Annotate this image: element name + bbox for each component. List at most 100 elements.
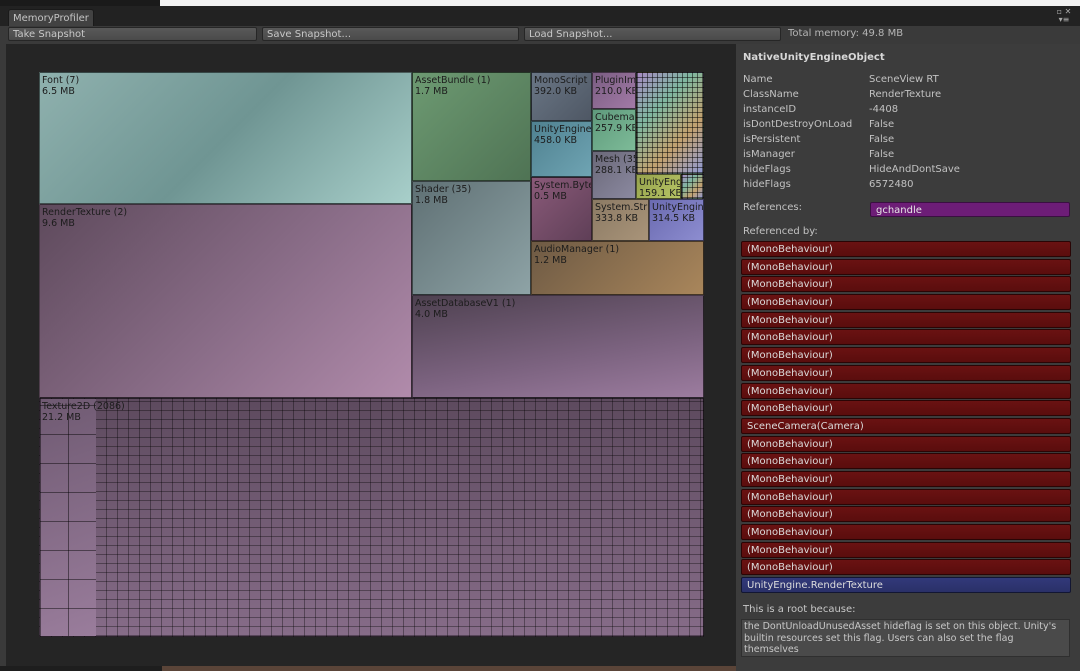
cell-size: 458.0 KB	[534, 135, 577, 146]
referenced-by-item[interactable]: (MonoBehaviour)	[741, 294, 1071, 311]
cell-name: AssetDatabaseV1 (1)	[415, 298, 516, 309]
treemap-cell-unityengine-b[interactable]: UnityEng 159.1 KB	[636, 174, 681, 199]
prop-key: isPersistent	[743, 134, 801, 145]
window-menu-icon[interactable]: ▫ ✕ ▾≡	[1056, 7, 1072, 24]
treemap-cell-mesh[interactable]: Mesh (35 288.1 KB	[592, 151, 636, 199]
take-snapshot-button[interactable]: Take Snapshot	[8, 27, 257, 41]
treemap-cell-unityengine-c[interactable]: UnityEngin 314.5 KB	[649, 199, 704, 241]
referenced-by-item[interactable]: (MonoBehaviour)	[741, 453, 1071, 470]
referenced-by-item[interactable]: (MonoBehaviour)	[741, 541, 1071, 558]
referenced-by-item[interactable]: SceneCamera(Camera)	[741, 417, 1071, 434]
prop-key: instanceID	[743, 104, 797, 115]
treemap-cell-font[interactable]: Font (7) 6.5 MB	[39, 72, 412, 204]
prop-key: isDontDestroyOnLoad	[743, 119, 853, 130]
prop-value: False	[869, 134, 895, 145]
prop-key: isManager	[743, 149, 795, 160]
referenced-by-item[interactable]: (MonoBehaviour)	[741, 364, 1071, 381]
treemap-cell-system-byte[interactable]: System.Byte 0.5 MB	[531, 177, 592, 241]
reference-gchandle-button[interactable]: gchandle	[870, 202, 1070, 217]
referenced-by-item-selected[interactable]: UnityEngine.RenderTexture	[741, 577, 1071, 594]
cell-size: 314.5 KB	[652, 213, 695, 224]
treemap-cell-pluginimporter[interactable]: PluginIm 210.0 KB	[592, 72, 636, 109]
cell-name: UnityEngin	[652, 202, 704, 213]
treemap-cell-unityengine-a[interactable]: UnityEngine 458.0 KB	[531, 121, 592, 177]
root-reason-label: This is a root because:	[743, 604, 856, 615]
prop-key: Name	[743, 74, 773, 85]
prop-value: SceneView RT	[869, 74, 939, 85]
cell-size: 1.2 MB	[534, 255, 567, 266]
prop-row: ClassName RenderTexture	[743, 87, 1073, 102]
referenced-by-item[interactable]: (MonoBehaviour)	[741, 347, 1071, 364]
root-reason-text: the DontUnloadUnusedAsset hideflag is se…	[741, 619, 1070, 657]
treemap-cell-monoscript[interactable]: MonoScript 392.0 KB	[531, 72, 592, 121]
cell-size: 392.0 KB	[534, 86, 577, 97]
tab-memory-profiler[interactable]: MemoryProfiler	[8, 9, 94, 27]
treemap-cell-system-string[interactable]: System.Str 333.8 KB	[592, 199, 649, 241]
treemap-cell-audiomanager[interactable]: AudioManager (1) 1.2 MB	[531, 241, 704, 295]
cell-name: AssetBundle (1)	[415, 75, 491, 86]
referenced-by-list: (MonoBehaviour) (MonoBehaviour) (MonoBeh…	[741, 241, 1071, 595]
referenced-by-item[interactable]: (MonoBehaviour)	[741, 506, 1071, 523]
prop-row: isDontDestroyOnLoad False	[743, 117, 1073, 132]
treemap-cell-rendertexture[interactable]: RenderTexture (2) 9.6 MB	[39, 204, 412, 398]
referenced-by-item[interactable]: (MonoBehaviour)	[741, 435, 1071, 452]
bottom-strip	[162, 666, 736, 671]
treemap-cell-shader[interactable]: Shader (35) 1.8 MB	[412, 181, 531, 295]
prop-value: RenderTexture	[869, 89, 942, 100]
referenced-by-item[interactable]: (MonoBehaviour)	[741, 559, 1071, 576]
prop-row: isPersistent False	[743, 132, 1073, 147]
cell-name: MonoScript	[534, 75, 588, 86]
toolbar: Take Snapshot Save Snapshot... Load Snap…	[0, 26, 1080, 44]
referenced-by-item[interactable]: (MonoBehaviour)	[741, 470, 1071, 487]
prop-key: hideFlags	[743, 179, 791, 190]
referenced-by-item[interactable]: (MonoBehaviour)	[741, 329, 1071, 346]
prop-key: hideFlags	[743, 164, 791, 175]
cell-size: 210.0 KB	[595, 86, 636, 97]
total-memory-label: Total memory: 49.8 MB	[788, 28, 904, 39]
prop-value: False	[869, 119, 895, 130]
cell-size: 21.2 MB	[42, 412, 81, 423]
cell-name: PluginIm	[595, 75, 636, 86]
referenced-by-item[interactable]: (MonoBehaviour)	[741, 258, 1071, 275]
prop-row: instanceID -4408	[743, 102, 1073, 117]
prop-row: hideFlags 6572480	[743, 177, 1073, 192]
treemap-cell-small-objects-b[interactable]	[681, 174, 704, 199]
cell-size: 4.0 MB	[415, 309, 448, 320]
cell-size: 9.6 MB	[42, 218, 75, 229]
referenced-by-item[interactable]: (MonoBehaviour)	[741, 400, 1071, 417]
treemap-cell-small-objects[interactable]	[636, 72, 704, 174]
cell-name: UnityEngine	[534, 124, 592, 135]
referenced-by-item[interactable]: (MonoBehaviour)	[741, 488, 1071, 505]
texture2d-large-items	[40, 399, 96, 636]
referenced-by-item[interactable]: (MonoBehaviour)	[741, 311, 1071, 328]
save-snapshot-button[interactable]: Save Snapshot...	[262, 27, 519, 41]
cell-size: 1.8 MB	[415, 195, 448, 206]
cell-size: 257.9 KB	[595, 123, 636, 134]
cell-name: System.Byte	[534, 180, 592, 191]
referenced-by-item[interactable]: (MonoBehaviour)	[741, 241, 1071, 257]
cell-name: Cubema	[595, 112, 635, 123]
load-snapshot-button[interactable]: Load Snapshot...	[524, 27, 781, 41]
cell-size: 6.5 MB	[42, 86, 75, 97]
treemap-cell-cubemap[interactable]: Cubema 257.9 KB	[592, 109, 636, 151]
treemap: Font (7) 6.5 MB RenderTexture (2) 9.6 MB A…	[39, 72, 704, 637]
cell-name: RenderTexture (2)	[42, 207, 128, 218]
treemap-cell-assetdatabase[interactable]: AssetDatabaseV1 (1) 4.0 MB	[412, 295, 704, 398]
referenced-by-label: Referenced by:	[743, 226, 818, 237]
prop-value: HideAndDontSave	[869, 164, 960, 175]
treemap-cell-texture2d[interactable]: Texture2D (2086) 21.2 MB	[39, 398, 704, 637]
prop-value: False	[869, 149, 895, 160]
referenced-by-item[interactable]: (MonoBehaviour)	[741, 382, 1071, 399]
treemap-cell-assetbundle[interactable]: AssetBundle (1) 1.7 MB	[412, 72, 531, 181]
cell-name: Shader (35)	[415, 184, 472, 195]
referenced-by-item[interactable]: (MonoBehaviour)	[741, 276, 1071, 293]
prop-row: Name SceneView RT	[743, 72, 1073, 87]
cell-name: UnityEng	[639, 177, 681, 188]
cell-name: AudioManager (1)	[534, 244, 620, 255]
title-strip	[0, 0, 1080, 6]
cell-size: 0.5 MB	[534, 191, 567, 202]
cell-name: Font (7)	[42, 75, 80, 86]
prop-row: hideFlags HideAndDontSave	[743, 162, 1073, 177]
cell-size: 288.1 KB	[595, 165, 636, 176]
referenced-by-item[interactable]: (MonoBehaviour)	[741, 524, 1071, 540]
